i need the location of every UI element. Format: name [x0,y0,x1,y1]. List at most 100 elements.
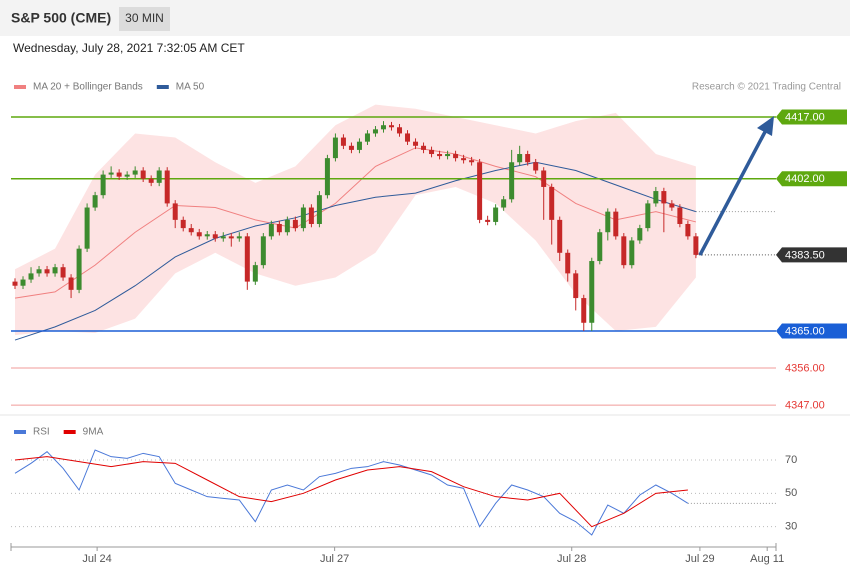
candle-body [677,207,683,224]
candle-body [477,162,483,220]
candle-body [693,236,699,255]
candle-body [581,298,587,323]
candle-body [260,236,266,266]
candle-body [573,273,579,299]
level-label: 4383.50 [785,249,825,261]
level-label-box [776,171,847,187]
candle-body [236,236,242,239]
forecast-arrow [698,129,768,256]
candle-body [493,207,499,222]
legend-swatch [63,430,76,434]
x-tick-label: Jul 27 [320,553,349,565]
level-label: 4417.00 [785,111,825,123]
candle-body [212,234,218,239]
candle-body [36,269,42,274]
candle-body [220,236,226,239]
candle-body [100,174,106,196]
candle-body [292,219,298,229]
forecast-arrowhead [757,116,774,136]
x-tick-label: Jul 24 [82,553,111,565]
candle-body [68,277,74,290]
moving-average [14,147,697,299]
candle-body [92,195,98,208]
y-tick-label: 70 [785,454,797,466]
moving-average [14,161,697,341]
candle-body [156,170,162,183]
candle-body [124,174,130,177]
candle-body [108,172,114,175]
candle-body [405,133,411,142]
candle-body [517,154,523,163]
timestamp: Wednesday, July 28, 2021 7:32:05 AM CET [13,41,245,55]
candle-body [252,265,258,282]
candle-body [565,252,571,274]
candle-body [445,154,451,157]
candle-body [52,267,58,274]
candle-body [84,207,90,249]
candle-body [661,191,667,204]
level-label: 4356.00 [785,362,825,374]
candle-body [372,129,378,134]
candle-body [204,234,210,237]
candle-body [645,203,651,229]
candle-body [284,219,290,233]
candle-body [244,236,250,282]
candle-body [597,232,603,262]
legend-label: RSI [33,427,50,438]
candle-body [380,125,386,130]
legend-label: MA 20 + Bollinger Bands [33,82,143,93]
candle-body [397,127,403,134]
candle-body [469,160,475,163]
candle-body [629,240,635,266]
legend-swatch [14,85,26,89]
indicator-line [14,456,688,528]
level-label: 4365.00 [785,325,825,337]
candle-body [613,211,619,237]
candle-body [485,219,491,222]
legend-label: 9MA [83,427,104,438]
level-label-box [776,323,847,339]
candle-body [332,137,338,159]
candle-body [453,154,459,159]
candle-body [621,236,627,266]
candle-body [557,219,563,253]
candle-body [140,170,146,179]
candle-body [12,281,18,286]
candle-body [76,248,82,290]
level-label-box [776,247,847,263]
interval: 30 MIN [125,11,164,25]
candle-body [228,236,234,239]
legend-label: MA 50 [176,82,205,93]
candle-body [429,149,435,155]
x-tick-label: Aug 11 [750,553,784,565]
candle-body [180,219,186,229]
candle-body [324,158,330,196]
candle-body [461,158,467,161]
x-tick-label: Jul 29 [685,553,714,565]
candle-body [116,172,122,177]
candle-body [364,133,370,142]
candle-body [28,273,34,280]
candle-body [148,178,154,183]
candle-body [605,211,611,233]
candle-body [388,125,394,128]
candle-body [533,162,539,171]
candle-body [541,170,547,187]
candle-body [188,228,194,233]
rsi-panel: RSI 9MA 30 50 70 Jul 24 Jul 27 Jul 28 Jul 29 Aug … [10,427,797,565]
candle-body [437,154,443,157]
candle-body [132,170,138,175]
credit: Research © 2021 Trading Central [692,82,841,93]
candle-body [509,162,515,200]
legend-swatch [14,430,26,434]
candle-body [308,207,314,224]
candle-body [268,223,274,237]
candle-body [196,232,202,237]
y-tick-label: 50 [785,487,797,499]
candle-body [316,195,322,224]
candle-body [501,199,507,208]
candle-body [525,154,531,163]
candle-body [348,145,354,150]
candle-body [669,203,675,208]
